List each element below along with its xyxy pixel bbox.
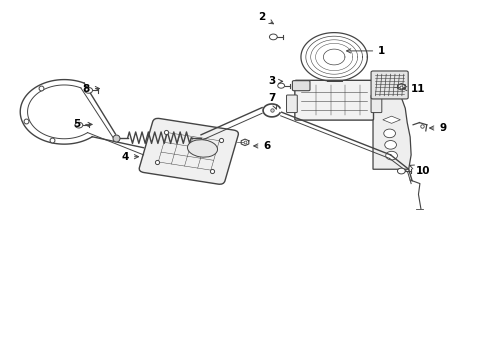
Circle shape: [270, 34, 277, 40]
Text: 6: 6: [254, 141, 270, 151]
Text: 8: 8: [83, 84, 99, 94]
Text: 4: 4: [122, 152, 139, 162]
Text: 5: 5: [73, 120, 92, 129]
Text: 7: 7: [268, 93, 277, 109]
FancyBboxPatch shape: [371, 95, 382, 113]
Text: 3: 3: [268, 76, 283, 86]
FancyBboxPatch shape: [295, 80, 373, 120]
FancyBboxPatch shape: [139, 118, 239, 184]
FancyBboxPatch shape: [293, 81, 310, 91]
Circle shape: [385, 140, 396, 149]
Circle shape: [75, 122, 83, 128]
Text: 2: 2: [259, 12, 273, 24]
Circle shape: [85, 87, 93, 93]
Text: 10: 10: [410, 165, 431, 176]
FancyBboxPatch shape: [287, 95, 297, 113]
Ellipse shape: [188, 140, 218, 157]
Circle shape: [397, 168, 405, 174]
FancyBboxPatch shape: [371, 71, 408, 99]
Text: 11: 11: [403, 84, 426, 94]
Text: 9: 9: [430, 123, 446, 133]
Text: 1: 1: [346, 46, 386, 56]
Polygon shape: [373, 98, 411, 169]
Circle shape: [384, 129, 395, 138]
Polygon shape: [383, 116, 400, 123]
Circle shape: [386, 151, 397, 160]
Circle shape: [278, 83, 285, 88]
